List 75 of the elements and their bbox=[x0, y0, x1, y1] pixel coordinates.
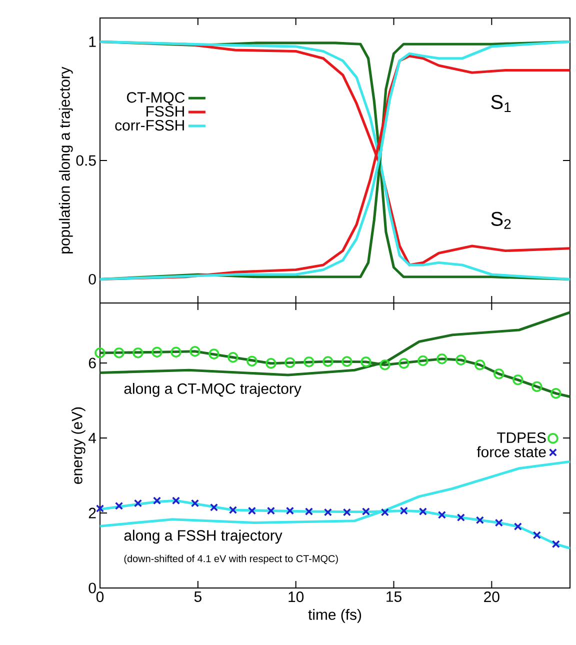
point bbox=[94, 347, 106, 358]
x-tick-label: 15 bbox=[386, 592, 402, 602]
point bbox=[494, 518, 503, 527]
x-tick-label: 0 bbox=[96, 592, 104, 602]
point bbox=[360, 356, 372, 368]
point bbox=[152, 496, 162, 505]
point bbox=[436, 353, 448, 364]
y-tick-label: 1 bbox=[89, 36, 96, 47]
point bbox=[304, 356, 314, 368]
point bbox=[286, 506, 294, 515]
annotation: (down-shifted of 4.1 eV with respect to CT-MQC) bbox=[124, 554, 338, 564]
y-tick-label: 4 bbox=[88, 432, 96, 444]
point bbox=[266, 358, 276, 369]
point bbox=[476, 516, 484, 524]
point bbox=[456, 354, 466, 366]
legend-label: corr-FSSH bbox=[115, 120, 184, 131]
point bbox=[362, 507, 370, 516]
point bbox=[208, 348, 220, 360]
point bbox=[190, 346, 200, 357]
annotation: S$_{1}$ bbox=[491, 94, 511, 112]
point bbox=[418, 355, 428, 366]
point bbox=[380, 359, 390, 370]
point bbox=[532, 531, 541, 540]
point bbox=[324, 508, 332, 516]
y-tick-label: 0 bbox=[88, 274, 96, 285]
point bbox=[266, 506, 276, 515]
point bbox=[380, 508, 390, 516]
point bbox=[550, 388, 562, 399]
x-tick-label: 5 bbox=[194, 592, 202, 602]
point bbox=[456, 513, 465, 522]
point bbox=[304, 507, 314, 516]
point bbox=[210, 503, 218, 512]
annotation: along a CT-MQC trajectory bbox=[124, 382, 302, 397]
point bbox=[152, 346, 162, 358]
point bbox=[246, 356, 258, 367]
point bbox=[248, 506, 256, 515]
y-axis-title: population along a trajectory bbox=[58, 66, 73, 254]
point bbox=[342, 356, 352, 367]
legend-label: force state bbox=[476, 446, 546, 458]
y-tick-label: 6 bbox=[88, 358, 96, 368]
point bbox=[342, 508, 352, 516]
point bbox=[190, 499, 200, 508]
legend-label: FSSH bbox=[146, 106, 184, 117]
y-tick-label: 0.5 bbox=[76, 155, 96, 166]
annotation: S$_{2}$ bbox=[491, 212, 511, 229]
point bbox=[114, 347, 124, 358]
point bbox=[512, 374, 524, 386]
legend-label: TDPES bbox=[496, 432, 546, 443]
legend-label: CT-MQC bbox=[126, 92, 185, 106]
point bbox=[132, 347, 144, 358]
point bbox=[552, 540, 560, 548]
y-tick-label: 0 bbox=[88, 582, 96, 594]
point bbox=[114, 502, 124, 510]
x-axis-title: time (fs) bbox=[308, 608, 362, 623]
point bbox=[96, 504, 104, 513]
point bbox=[134, 499, 142, 508]
point bbox=[400, 506, 408, 515]
point bbox=[322, 356, 334, 367]
x-tick-label: 20 bbox=[484, 592, 500, 602]
y-axis-title: energy (eV) bbox=[71, 407, 86, 484]
point bbox=[228, 506, 238, 514]
y-tick-label: 2 bbox=[88, 508, 96, 518]
point bbox=[228, 352, 238, 363]
point bbox=[514, 522, 522, 531]
point bbox=[170, 346, 182, 358]
point bbox=[172, 496, 180, 505]
point bbox=[398, 358, 410, 369]
point bbox=[474, 359, 486, 370]
annotation: along a FSSH trajectory bbox=[124, 530, 282, 544]
point bbox=[438, 510, 446, 519]
x-tick-label: 10 bbox=[288, 592, 304, 602]
point bbox=[418, 507, 427, 516]
point bbox=[494, 368, 504, 380]
point bbox=[532, 381, 542, 392]
point bbox=[284, 357, 296, 368]
